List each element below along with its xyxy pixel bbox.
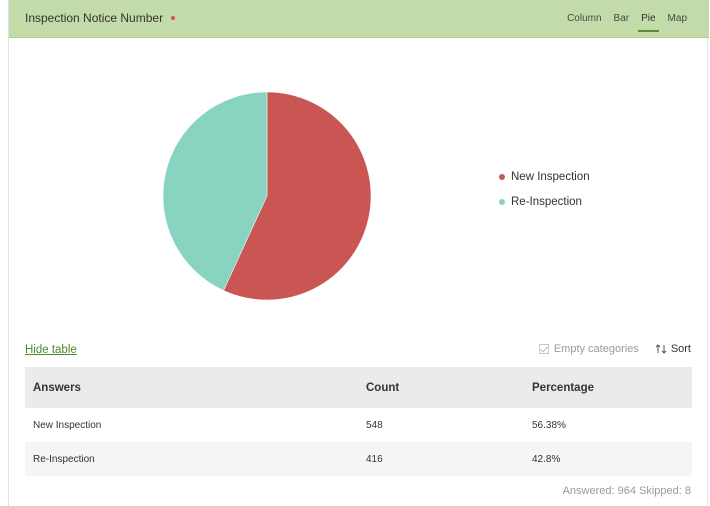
legend-marker xyxy=(499,174,505,180)
empty-categories-checkbox[interactable] xyxy=(538,344,549,354)
legend-item-re-inspection: Re-Inspection xyxy=(499,196,590,208)
tab-map[interactable]: Map xyxy=(667,13,687,24)
legend-item-new-inspection: New Inspection xyxy=(499,171,590,183)
answer-cell: Re-Inspection xyxy=(25,442,358,476)
pie-slice-re-inspection[interactable] xyxy=(162,91,268,291)
tab-column[interactable]: Column xyxy=(567,13,602,24)
table-controls: Empty categories Sort xyxy=(538,343,691,355)
sort-icon xyxy=(655,344,667,354)
count-cell: 416 xyxy=(358,442,524,476)
question-title-text: Inspection Notice Number xyxy=(25,11,164,25)
empty-categories-label: Empty categories xyxy=(553,343,639,355)
table-header-row: Answers Count Percentage xyxy=(25,367,692,408)
tab-pie[interactable]: Pie xyxy=(637,13,660,32)
table-row: Re-Inspection 416 42.8% xyxy=(25,442,692,476)
header-count[interactable]: Count xyxy=(358,367,524,408)
hide-table-link[interactable]: Hide table xyxy=(25,344,77,356)
table-row: New Inspection 548 56.38% xyxy=(25,408,692,442)
count-cell: 548 xyxy=(358,408,524,442)
header-percentage[interactable]: Percentage xyxy=(524,367,692,408)
percentage-cell: 42.8% xyxy=(524,442,692,476)
question-header: Inspection Notice Number Column Bar Pie … xyxy=(9,0,709,38)
pie-slice-new-inspection[interactable] xyxy=(223,91,372,301)
question-summary-card: Inspection Notice Number Column Bar Pie … xyxy=(8,0,709,506)
legend-label: New Inspection xyxy=(511,171,590,183)
sort-button[interactable]: Sort xyxy=(655,343,691,355)
answers-table: Answers Count Percentage New Inspection … xyxy=(25,367,692,476)
tab-bar[interactable]: Bar xyxy=(613,13,630,24)
required-indicator xyxy=(171,15,176,20)
answer-cell: New Inspection xyxy=(25,408,358,442)
sort-label: Sort xyxy=(670,343,691,355)
chart-type-tabs: Column Bar Pie Map xyxy=(555,13,687,32)
empty-categories-toggle[interactable]: Empty categories xyxy=(538,343,639,355)
chart-legend: New Inspection Re-Inspection xyxy=(499,171,590,221)
percentage-cell: 56.38% xyxy=(524,408,692,442)
pie-chart xyxy=(162,91,372,301)
header-answers[interactable]: Answers xyxy=(25,367,358,408)
legend-label: Re-Inspection xyxy=(511,196,582,208)
legend-marker xyxy=(499,199,505,205)
response-summary: Answered: 964 Skipped: 8 xyxy=(562,485,691,497)
question-title: Inspection Notice Number xyxy=(25,11,176,25)
